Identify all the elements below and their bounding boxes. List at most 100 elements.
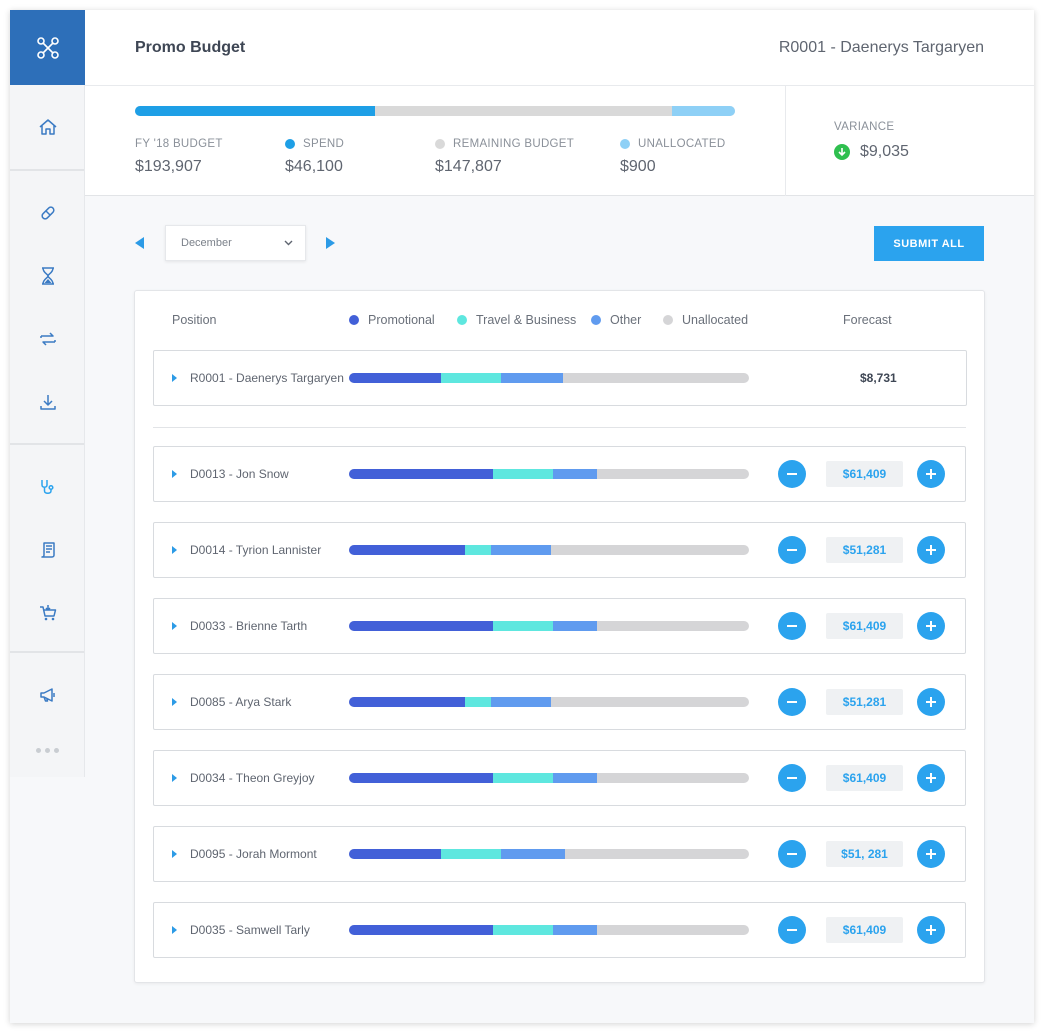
position-allocation-bar	[349, 925, 749, 935]
owner-row: R0001 - Daenerys Targaryen $8,731	[153, 350, 967, 406]
increase-button[interactable]	[917, 688, 945, 716]
cart-icon	[39, 604, 56, 620]
sidebar-item-transfer[interactable]	[10, 307, 85, 370]
legend-other: Other	[591, 313, 641, 327]
decrease-button[interactable]	[778, 460, 806, 488]
increase-button[interactable]	[917, 536, 945, 564]
sidebar-group-marketing	[10, 651, 84, 774]
forecast-amount[interactable]: $51, 281	[826, 841, 903, 867]
month-select[interactable]: December	[165, 225, 306, 261]
decrease-button[interactable]	[778, 916, 806, 944]
promotional-segment	[349, 545, 465, 555]
increase-button[interactable]	[917, 840, 945, 868]
plus-icon	[926, 925, 936, 935]
sidebar-item-cart[interactable]	[10, 581, 85, 644]
position-allocation-bar	[349, 545, 749, 555]
remaining-dot	[435, 139, 445, 149]
forecast-amount[interactable]: $61,409	[826, 917, 903, 943]
table-header: Position Promotional Travel & Business O…	[135, 291, 986, 349]
logo[interactable]	[10, 10, 85, 85]
more-dots-icon[interactable]	[10, 726, 84, 774]
forecast-amount[interactable]: $61,409	[826, 461, 903, 487]
sidebar-group-tools	[10, 169, 84, 443]
decrease-button[interactable]	[778, 612, 806, 640]
other-dot	[591, 315, 601, 325]
variance-value: $9,035	[860, 143, 909, 160]
position-column-header: Position	[172, 313, 217, 327]
sidebar-item-receipt[interactable]	[10, 518, 85, 581]
plus-icon	[926, 849, 936, 859]
unallocated-dot	[620, 139, 630, 149]
sidebar-item-hourglass[interactable]	[10, 244, 85, 307]
other-segment	[553, 621, 597, 631]
owner-forecast: $8,731	[860, 371, 897, 385]
expand-caret-icon[interactable]	[172, 698, 177, 706]
sidebar-group-medical	[10, 443, 84, 651]
expand-caret-icon[interactable]	[172, 374, 177, 382]
remaining-value: $147,807	[435, 158, 502, 175]
travel-segment	[465, 697, 491, 707]
sidebar-item-pills[interactable]	[10, 181, 85, 244]
download-icon	[39, 394, 56, 410]
other-segment	[553, 773, 597, 783]
sidebar-item-stethoscope[interactable]	[10, 455, 85, 518]
plus-icon	[926, 621, 936, 631]
expand-caret-icon[interactable]	[172, 926, 177, 934]
network-nodes-icon	[36, 36, 59, 59]
spend-label: SPEND	[303, 138, 345, 150]
travel-segment	[465, 545, 491, 555]
prev-month-button[interactable]	[135, 237, 144, 249]
decrease-button[interactable]	[778, 688, 806, 716]
pill-icon	[40, 205, 55, 220]
position-name: D0013 - Jon Snow	[190, 467, 289, 481]
expand-caret-icon[interactable]	[172, 622, 177, 630]
spend-value: $46,100	[285, 158, 343, 175]
expand-caret-icon[interactable]	[172, 470, 177, 478]
allocation-card: Position Promotional Travel & Business O…	[134, 290, 985, 983]
other-segment	[491, 545, 551, 555]
position-name: D0095 - Jorah Mormont	[190, 847, 317, 861]
sidebar-item-megaphone[interactable]	[10, 663, 85, 726]
legend-promotional: Promotional	[349, 313, 435, 327]
submit-all-button[interactable]: SUBMIT ALL	[874, 226, 984, 261]
forecast-amount[interactable]: $51,281	[826, 689, 903, 715]
arrow-down-icon	[834, 144, 850, 160]
expand-caret-icon[interactable]	[172, 546, 177, 554]
promotional-segment	[349, 773, 493, 783]
position-name: D0014 - Tyrion Lannister	[190, 543, 322, 557]
travel-segment	[493, 469, 553, 479]
page-header: Promo Budget R0001 - Daenerys Targaryen	[85, 10, 1034, 86]
minus-icon	[787, 473, 797, 475]
expand-caret-icon[interactable]	[172, 850, 177, 858]
table-row: D0014 - Tyrion Lannister $51,281	[153, 522, 966, 578]
variance-label: VARIANCE	[834, 121, 895, 133]
next-month-button[interactable]	[326, 237, 335, 249]
plus-icon	[926, 545, 936, 555]
decrease-button[interactable]	[778, 840, 806, 868]
divider	[153, 427, 966, 428]
promotional-segment	[349, 373, 441, 383]
decrease-button[interactable]	[778, 536, 806, 564]
table-row: D0095 - Jorah Mormont $51, 281	[153, 826, 966, 882]
increase-button[interactable]	[917, 612, 945, 640]
increase-button[interactable]	[917, 764, 945, 792]
sidebar-item-home[interactable]	[10, 95, 85, 158]
unallocated-legend-dot	[663, 315, 673, 325]
table-row: D0033 - Brienne Tarth $61,409	[153, 598, 966, 654]
decrease-button[interactable]	[778, 764, 806, 792]
sidebar-item-download[interactable]	[10, 370, 85, 433]
position-allocation-bar	[349, 697, 749, 707]
increase-button[interactable]	[917, 916, 945, 944]
increase-button[interactable]	[917, 460, 945, 488]
expand-caret-icon[interactable]	[172, 774, 177, 782]
forecast-amount[interactable]: $51,281	[826, 537, 903, 563]
minus-icon	[787, 853, 797, 855]
remaining-stat: REMAINING BUDGET $147,807	[435, 138, 574, 176]
position-name: D0034 - Theon Greyjoy	[190, 771, 315, 785]
travel-dot	[457, 315, 467, 325]
table-row: D0034 - Theon Greyjoy $61,409	[153, 750, 966, 806]
forecast-amount[interactable]: $61,409	[826, 765, 903, 791]
spend-stat: SPEND $46,100	[285, 138, 344, 176]
spend-segment	[135, 106, 375, 116]
forecast-amount[interactable]: $61,409	[826, 613, 903, 639]
